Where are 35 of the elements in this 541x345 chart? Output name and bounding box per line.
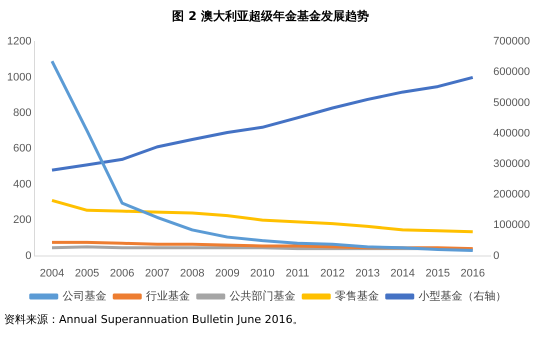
x-tick-label: 2013 (355, 267, 380, 280)
y2-tick-label: 700000 (493, 36, 530, 48)
x-tick-label: 2011 (286, 267, 310, 280)
y2-tick-label: 0 (493, 250, 500, 262)
x-tick-label: 2014 (390, 267, 415, 280)
y-tick-label: 1200 (6, 36, 32, 48)
x-tick-label: 2007 (144, 267, 170, 280)
y-tick-label: 600 (13, 142, 32, 155)
y2-tick-label: 500000 (493, 96, 530, 109)
y-tick-label: 1000 (6, 71, 32, 84)
legend-label: 公共部门基金 (229, 290, 296, 303)
chart-title: 图 2 澳大利亚超级年金基金发展趋势 (171, 8, 370, 25)
legend-label: 小型基金（右轴） (418, 290, 506, 303)
x-tick-label: 2004 (40, 267, 64, 280)
text: 资料来源：Annual Superannuation Bulletin June 2016。 (3, 312, 305, 327)
y2-tick-label: 100000 (493, 219, 530, 232)
x-tick-label: 2016 (460, 267, 486, 280)
legend-label: 行业基金 (146, 290, 190, 303)
x-tick-label: 2009 (215, 267, 240, 280)
y2-tick-label: 400000 (493, 127, 530, 140)
x-tick-label: 2012 (320, 267, 345, 280)
y2-tick-label: 200000 (493, 188, 530, 201)
legend-label: 公司基金 (62, 290, 106, 303)
x-tick-label: 2015 (425, 267, 450, 280)
x-tick-label: 2008 (180, 267, 204, 280)
y-tick-label: 0 (25, 250, 32, 262)
y-tick-label: 800 (13, 107, 32, 120)
y2-tick-label: 600000 (493, 66, 530, 78)
x-tick-label: 2006 (110, 267, 134, 280)
y-tick-label: 400 (13, 178, 32, 190)
y-tick-label: 200 (13, 214, 32, 226)
legend-label: 零售基金 (334, 290, 379, 303)
x-tick-label: 2010 (250, 267, 275, 280)
x-tick-label: 2005 (74, 267, 100, 280)
y2-tick-label: 300000 (493, 158, 530, 170)
